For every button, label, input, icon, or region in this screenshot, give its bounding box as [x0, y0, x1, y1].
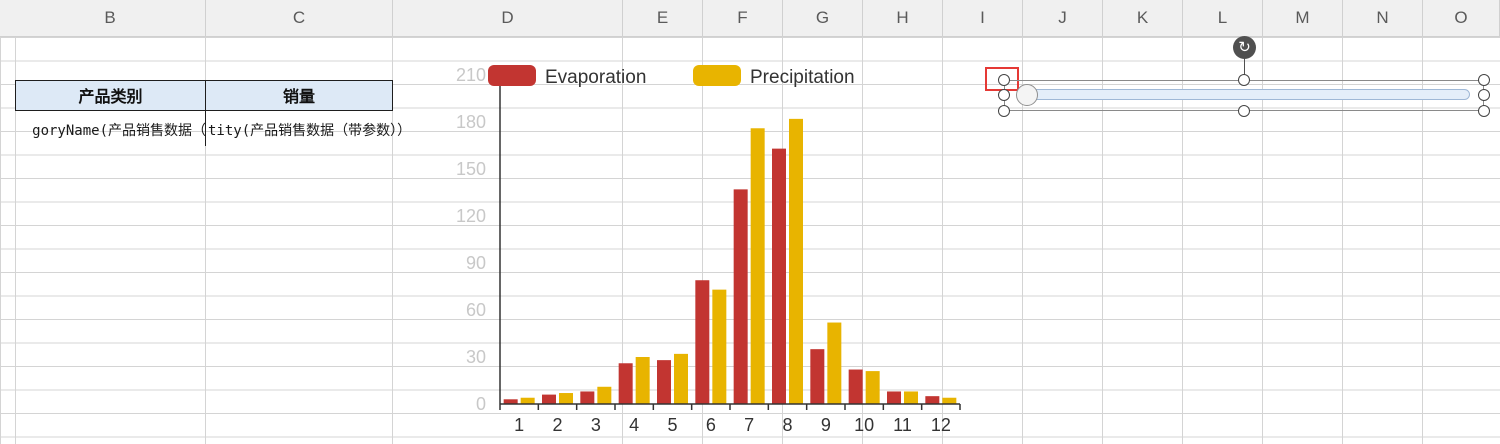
x-tick-label: 11: [893, 415, 912, 435]
legend-swatch[interactable]: [488, 65, 536, 86]
bar-evaporation[interactable]: [503, 399, 518, 404]
bar-precipitation[interactable]: [712, 289, 727, 404]
column-header-d[interactable]: D: [393, 0, 623, 36]
bar-precipitation[interactable]: [597, 386, 612, 404]
column-header-g[interactable]: G: [783, 0, 863, 36]
column-header-l[interactable]: L: [1183, 0, 1263, 36]
bar-evaporation[interactable]: [618, 363, 633, 404]
formula-cell-category[interactable]: goryName(产品销售数据（: [32, 123, 206, 139]
column-header-k[interactable]: K: [1103, 0, 1183, 36]
rotate-handle-stem: [1244, 58, 1245, 80]
column-header-i[interactable]: I: [943, 0, 1023, 36]
cell-border: [205, 111, 206, 146]
x-tick-label: 3: [591, 415, 601, 435]
bar-evaporation[interactable]: [772, 148, 786, 404]
resize-handle-top-left[interactable]: [998, 74, 1010, 86]
resize-handle-bottom-right[interactable]: [1478, 105, 1490, 117]
bar-precipitation[interactable]: [750, 128, 765, 404]
resize-handle-middle-right[interactable]: [1478, 89, 1490, 101]
formula-cell-sales[interactable]: tity(产品销售数据（带参数））: [208, 123, 412, 139]
x-tick-label: 12: [931, 415, 951, 435]
y-tick-label: 180: [456, 112, 486, 132]
y-tick-label: 210: [456, 65, 486, 85]
column-header-e[interactable]: E: [623, 0, 703, 36]
column-header-f[interactable]: F: [703, 0, 783, 36]
bar-evaporation[interactable]: [695, 280, 710, 404]
slider-track[interactable]: [1022, 89, 1470, 100]
resize-handle-top-right[interactable]: [1478, 74, 1490, 86]
x-tick-label: 7: [744, 415, 754, 435]
header-cell-category[interactable]: 产品类别: [15, 80, 206, 111]
resize-handle-bottom-center[interactable]: [1238, 105, 1250, 117]
x-tick-label: 5: [667, 415, 677, 435]
legend-label[interactable]: Precipitation: [750, 67, 855, 88]
x-tick-label: 1: [514, 415, 524, 435]
x-tick-label: 9: [821, 415, 831, 435]
y-tick-label: 150: [456, 159, 486, 179]
header-cell-sales[interactable]: 销量: [205, 80, 393, 111]
column-header-j[interactable]: J: [1023, 0, 1103, 36]
column-header-h[interactable]: H: [863, 0, 943, 36]
x-tick-label: 2: [552, 415, 562, 435]
rotate-icon[interactable]: ↻: [1233, 36, 1256, 59]
legend-label[interactable]: Evaporation: [545, 67, 646, 88]
bar-evaporation[interactable]: [733, 189, 748, 404]
bar-evaporation[interactable]: [657, 360, 671, 404]
bar-precipitation[interactable]: [827, 322, 842, 404]
bar-precipitation[interactable]: [559, 393, 573, 404]
legend-swatch[interactable]: [693, 65, 741, 86]
bar-evaporation[interactable]: [542, 394, 556, 404]
column-header-b[interactable]: B: [15, 0, 206, 36]
bar-evaporation[interactable]: [580, 391, 595, 404]
x-tick-label: 4: [629, 415, 639, 435]
bar-evaporation[interactable]: [810, 349, 825, 404]
y-tick-label: 120: [456, 206, 486, 226]
bar-precipitation[interactable]: [635, 357, 650, 404]
slider-thumb[interactable]: [1016, 84, 1038, 106]
x-tick-label: 10: [854, 415, 874, 435]
x-tick-label: 6: [706, 415, 716, 435]
y-tick-label: 30: [466, 347, 486, 367]
y-tick-label: 90: [466, 253, 486, 273]
bar-evaporation[interactable]: [848, 369, 863, 404]
bar-precipitation[interactable]: [904, 391, 918, 404]
bar-precipitation[interactable]: [674, 353, 688, 404]
resize-handle-top-center[interactable]: [1238, 74, 1250, 86]
bar-precipitation[interactable]: [942, 397, 957, 404]
column-header-m[interactable]: M: [1263, 0, 1343, 36]
column-header-c[interactable]: C: [206, 0, 393, 36]
resize-handle-bottom-left[interactable]: [998, 105, 1010, 117]
bar-evaporation[interactable]: [925, 396, 940, 404]
y-tick-label: 60: [466, 300, 486, 320]
column-header-o[interactable]: O: [1423, 0, 1500, 36]
resize-handle-middle-left[interactable]: [998, 89, 1010, 101]
column-header-n[interactable]: N: [1343, 0, 1423, 36]
x-tick-label: 8: [782, 415, 792, 435]
y-tick-label: 0: [476, 394, 486, 414]
column-header-bar: B C D E F G H I J K L M N O: [0, 0, 1500, 37]
bar-evaporation[interactable]: [887, 391, 901, 404]
bar-precipitation[interactable]: [789, 118, 803, 404]
bar-precipitation[interactable]: [520, 397, 535, 404]
bar-precipitation[interactable]: [865, 371, 880, 404]
